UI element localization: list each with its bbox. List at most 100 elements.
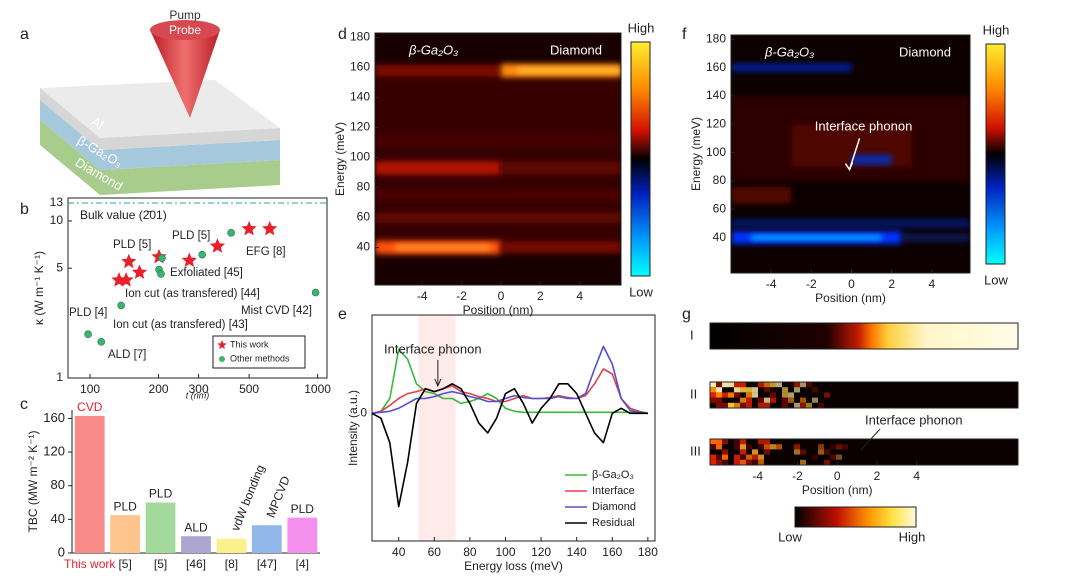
point-label: ALD [7] xyxy=(108,349,146,361)
point-label: Exfoliated [45] xyxy=(170,267,243,279)
strip-cell xyxy=(806,402,812,408)
annotation-arrow xyxy=(860,428,881,451)
annotation: Interface phonon xyxy=(384,341,482,356)
circle-marker xyxy=(311,288,320,297)
y-tick-label: 140 xyxy=(350,90,370,104)
y-tick-label: 0 xyxy=(58,544,65,559)
strip-cell xyxy=(722,382,728,388)
y-tick-label: 140 xyxy=(706,88,726,102)
strip-cell xyxy=(818,444,824,450)
legend-marker xyxy=(217,340,227,349)
strip-cell xyxy=(818,402,824,408)
strip-cell xyxy=(722,392,728,398)
x-tick-label: 2 xyxy=(888,277,895,291)
series-line xyxy=(371,345,648,415)
y-axis-label: TBC (MW m⁻² K⁻¹) xyxy=(26,431,40,533)
beam-cone xyxy=(150,30,220,118)
y-tick-label: 80 xyxy=(357,180,371,194)
strip-cell xyxy=(752,449,758,455)
heatmap-band xyxy=(731,63,852,72)
x-axis-label: Position (nm) xyxy=(802,483,873,497)
x-axis-label: Energy loss (meV) xyxy=(464,559,563,573)
strip-cell xyxy=(830,454,836,460)
strip-cell xyxy=(734,402,740,408)
strip-cell xyxy=(812,387,818,393)
strip-cell xyxy=(740,444,746,450)
strip xyxy=(709,322,1019,350)
point-label: PLD [4] xyxy=(69,307,107,319)
point-label: Mist CVD [42] xyxy=(241,305,312,317)
strip-cell xyxy=(758,439,764,445)
strip-cell xyxy=(746,444,752,450)
strip-cell xyxy=(794,444,800,450)
strip-cell xyxy=(710,439,716,445)
strip-cell xyxy=(740,382,746,388)
highlight-band xyxy=(418,315,456,541)
x-axis-label: t (nm) xyxy=(186,390,210,400)
strip-cell xyxy=(710,392,716,398)
circle-marker xyxy=(84,330,92,339)
strip-cell xyxy=(740,459,746,465)
x-tick-label: -2 xyxy=(456,289,467,303)
strip-cell xyxy=(776,382,782,388)
strip-cell xyxy=(800,382,806,388)
y-tick-label: 13 xyxy=(50,195,64,209)
strip-cell xyxy=(710,444,716,450)
heatmap-band xyxy=(375,133,621,146)
heatmap-band xyxy=(394,244,492,251)
x-tick-label: 2 xyxy=(537,289,544,303)
y-tick-label: 160 xyxy=(350,60,370,74)
strip-cell xyxy=(788,392,794,398)
legend-label: Diamond xyxy=(592,501,636,513)
x-tick-label: -2 xyxy=(792,469,803,483)
strip-border xyxy=(709,381,1019,409)
x-tick-label: [5] xyxy=(118,557,131,571)
star-marker xyxy=(181,252,197,267)
row-label: III xyxy=(690,443,701,458)
x-tick-label: 200 xyxy=(149,382,169,396)
panel-label: g xyxy=(682,306,691,323)
y-tick-label: 160 xyxy=(706,60,726,74)
x-tick-label: 4 xyxy=(576,289,583,303)
heatmap-image xyxy=(375,33,621,285)
legend-box xyxy=(212,335,306,369)
strip-cell xyxy=(812,397,818,403)
arrow-head xyxy=(844,162,854,172)
panel-label: d xyxy=(338,26,347,43)
strip-cell xyxy=(746,387,752,393)
plot-frame xyxy=(67,197,328,379)
strip-cell xyxy=(740,439,746,445)
strip-cell xyxy=(782,387,788,393)
strip-cell xyxy=(800,402,806,408)
strip-cell xyxy=(746,402,752,408)
strip-cell xyxy=(740,397,746,403)
annotation: Interface phonon xyxy=(865,412,963,427)
strip-cell xyxy=(740,449,746,455)
strip-cell xyxy=(764,382,770,388)
heatmap-band xyxy=(731,219,970,228)
x-tick-label: 80 xyxy=(463,545,477,559)
strip-border xyxy=(709,438,1019,466)
strip-cell xyxy=(800,397,806,403)
strip-cell xyxy=(824,392,830,398)
strip-cell xyxy=(782,397,788,403)
heatmap-band xyxy=(375,161,501,175)
strip-cell xyxy=(794,382,800,388)
strip-cell xyxy=(734,387,740,393)
strip-cell xyxy=(752,387,758,393)
method-label: PLD xyxy=(113,499,137,513)
x-tick-label: 40 xyxy=(392,545,406,559)
x-tick-label: 300 xyxy=(189,382,209,396)
strip-cell xyxy=(716,444,722,450)
x-tick-label: -4 xyxy=(417,289,428,303)
y-tick-label: 5 xyxy=(56,260,63,274)
circle-marker xyxy=(158,254,166,262)
strip-cell xyxy=(728,402,734,408)
heatmap-band xyxy=(901,233,970,242)
strip-cell xyxy=(710,387,716,393)
colorbar xyxy=(630,41,651,277)
strip-cell xyxy=(734,444,740,450)
strip-cell xyxy=(770,382,776,388)
legend-label: β-Ga₂O₃ xyxy=(592,469,634,481)
